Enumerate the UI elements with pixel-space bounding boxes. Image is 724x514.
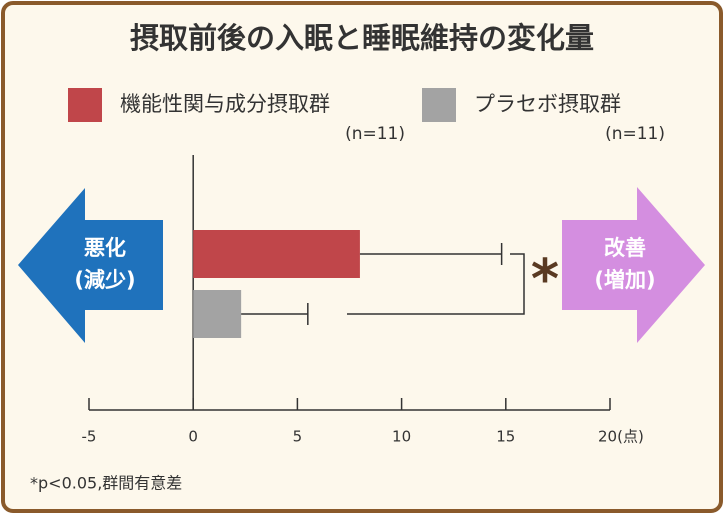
bar <box>193 290 242 338</box>
arrow-label: (減少) <box>74 268 135 292</box>
legend-label: 機能性関与成分摂取群 <box>120 92 330 116</box>
x-tick-label: 0 <box>188 428 198 446</box>
significance-bracket <box>347 253 525 315</box>
legend-swatch <box>68 88 102 122</box>
bar <box>193 230 360 278</box>
legend-label: プラセボ摂取群 <box>474 92 621 116</box>
x-tick-label: 5 <box>293 428 303 446</box>
x-tick-label: 10 <box>392 428 411 446</box>
footnote: *p<0.05,群間有意差 <box>30 474 182 493</box>
x-tick-label: -5 <box>82 428 97 446</box>
arrow-label: 改善 <box>604 236 646 260</box>
left-arrow <box>18 188 163 343</box>
arrow-label: 悪化 <box>84 236 126 260</box>
x-tick-label: 20(点) <box>598 428 644 446</box>
legend-swatch <box>422 88 456 122</box>
chart-title: 摂取前後の入眠と睡眠維持の変化量 <box>130 21 594 55</box>
significance-marker: * <box>531 248 559 311</box>
x-tick-label: 15 <box>496 428 515 446</box>
right-arrow <box>562 187 705 343</box>
legend-sample: (n=11) <box>605 124 665 144</box>
legend-sample: (n=11) <box>345 124 405 144</box>
arrow-label: (増加) <box>594 268 655 292</box>
